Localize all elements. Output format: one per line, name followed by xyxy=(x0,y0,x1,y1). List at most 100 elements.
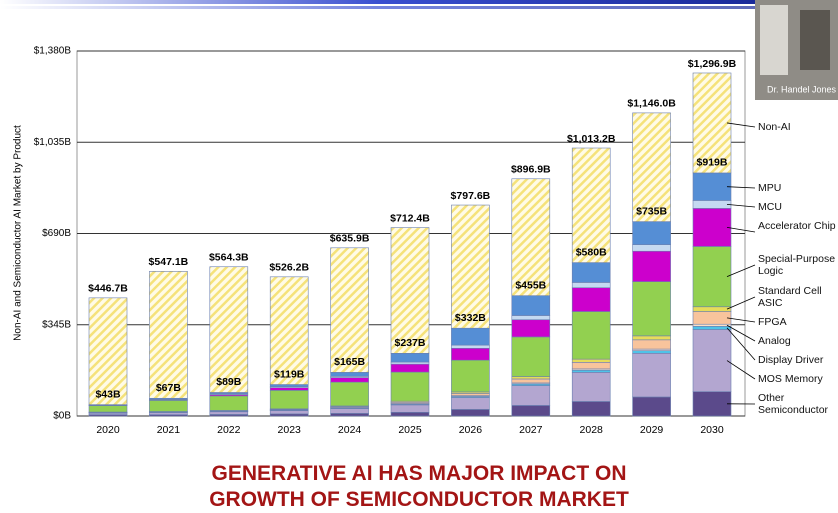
bar-segment xyxy=(330,372,369,377)
bar-segment xyxy=(571,358,611,363)
y-tick-label: $1,380B xyxy=(34,46,72,57)
bar-segment xyxy=(692,329,732,392)
bar-segment xyxy=(511,385,551,406)
bar-segment xyxy=(390,411,430,417)
banner-stripe xyxy=(0,0,755,4)
x-tick-label: 2028 xyxy=(580,424,604,436)
x-tick-label: 2030 xyxy=(700,424,724,436)
bar-segment xyxy=(451,327,490,346)
legend-label: MPU xyxy=(758,182,782,194)
webcam-person xyxy=(800,10,830,70)
bar-segment xyxy=(390,361,430,365)
title-line: GROWTH OF SEMICONDUCTOR MARKET xyxy=(209,488,629,511)
x-tick-label: 2027 xyxy=(519,424,543,436)
bar-segment xyxy=(692,172,732,201)
bar-segment xyxy=(632,353,671,398)
bar-segment xyxy=(149,400,188,412)
bar-segment xyxy=(511,319,551,338)
total-label: $1,013.2B xyxy=(567,133,616,145)
legend-label: Accelerator Chip xyxy=(758,220,836,232)
bar-segment xyxy=(692,72,732,174)
bar-segment xyxy=(511,178,551,296)
bar-segment xyxy=(692,326,732,330)
bar-segment xyxy=(571,282,611,289)
legend-leader xyxy=(726,122,756,128)
legend-leader xyxy=(726,327,756,361)
ai-total-label: $580B xyxy=(576,246,607,258)
bar-segment xyxy=(209,395,249,411)
legend-label: Display Driver xyxy=(758,354,824,366)
bar-segment xyxy=(571,311,611,360)
bar-segment xyxy=(451,393,490,396)
x-tick-label: 2023 xyxy=(278,424,302,436)
y-tick-label: $1,035B xyxy=(34,137,72,148)
total-label: $896.9B xyxy=(511,164,551,176)
bar-segment xyxy=(88,297,128,405)
legend-label: Standard Cell ASIC xyxy=(758,285,822,309)
bar-segment xyxy=(209,411,249,415)
x-tick-label: 2029 xyxy=(640,424,664,436)
y-tick-label: $345B xyxy=(42,319,71,330)
ai-total-label: $919B xyxy=(697,157,728,169)
bar-segment xyxy=(571,287,611,312)
bar-segment xyxy=(390,353,430,363)
bar-segment xyxy=(571,369,611,373)
bar-segment xyxy=(511,376,551,380)
legend-leader xyxy=(726,227,756,233)
bar-segment xyxy=(390,227,430,354)
bar-segment xyxy=(330,247,369,373)
bar-segment xyxy=(390,363,430,373)
legend-label: Analog xyxy=(758,335,791,347)
bar-segment xyxy=(571,262,611,283)
ai-total-label: $67B xyxy=(156,382,182,394)
bar-segment xyxy=(692,200,732,209)
y-tick-label: $0B xyxy=(53,411,71,422)
bar-segment xyxy=(330,408,369,414)
legend-leader xyxy=(726,204,756,208)
legend-leader xyxy=(726,360,756,380)
bar-segment xyxy=(692,391,732,417)
bar-segment xyxy=(571,372,611,402)
bar-segment xyxy=(269,390,309,410)
bar-segment xyxy=(511,315,551,321)
bar-segment xyxy=(451,204,490,329)
bar-segment xyxy=(571,147,611,263)
bar-segment xyxy=(269,413,309,417)
legend-label: Non-AI xyxy=(758,121,791,133)
legend-label: FPGA xyxy=(758,316,787,328)
bar-segment xyxy=(692,208,732,247)
total-label: $635.9B xyxy=(330,233,370,245)
bar-segment xyxy=(451,397,490,410)
bar-segment xyxy=(269,384,309,387)
bar-segment xyxy=(451,359,490,393)
bar-segment xyxy=(269,276,309,385)
legend-leader xyxy=(726,324,756,342)
total-label: $712.4B xyxy=(390,212,430,224)
bar-segment xyxy=(511,336,551,377)
y-tick-label: $690B xyxy=(42,228,71,239)
total-label: $446.7B xyxy=(88,283,128,295)
legend-label: MCU xyxy=(758,201,782,213)
bar-segment xyxy=(330,381,369,407)
total-label: $797.6B xyxy=(451,190,491,202)
legend-leader xyxy=(726,317,756,323)
x-tick-label: 2024 xyxy=(338,424,362,436)
bar-segment xyxy=(330,377,369,383)
speaker-name: Dr. Handel Jones xyxy=(767,84,837,94)
ai-total-label: $89B xyxy=(216,376,242,388)
title-line: GENERATIVE AI HAS MAJOR IMPACT ON xyxy=(211,462,627,485)
bar-segment xyxy=(632,221,671,245)
bar-segment xyxy=(632,112,671,222)
bar-segment xyxy=(88,405,128,413)
bar-segment xyxy=(269,410,309,415)
webcam-window xyxy=(760,5,788,75)
x-tick-label: 2021 xyxy=(157,424,181,436)
bar-segment xyxy=(692,246,732,308)
bar-segment xyxy=(149,412,188,415)
bar-segment xyxy=(692,323,732,327)
bar-segment xyxy=(692,306,732,312)
bar-segment xyxy=(149,270,188,399)
y-axis-label: Non-AI and Semiconductor AI Market by Pr… xyxy=(13,125,24,341)
x-tick-label: 2020 xyxy=(96,424,120,436)
bar-segment xyxy=(632,281,671,337)
